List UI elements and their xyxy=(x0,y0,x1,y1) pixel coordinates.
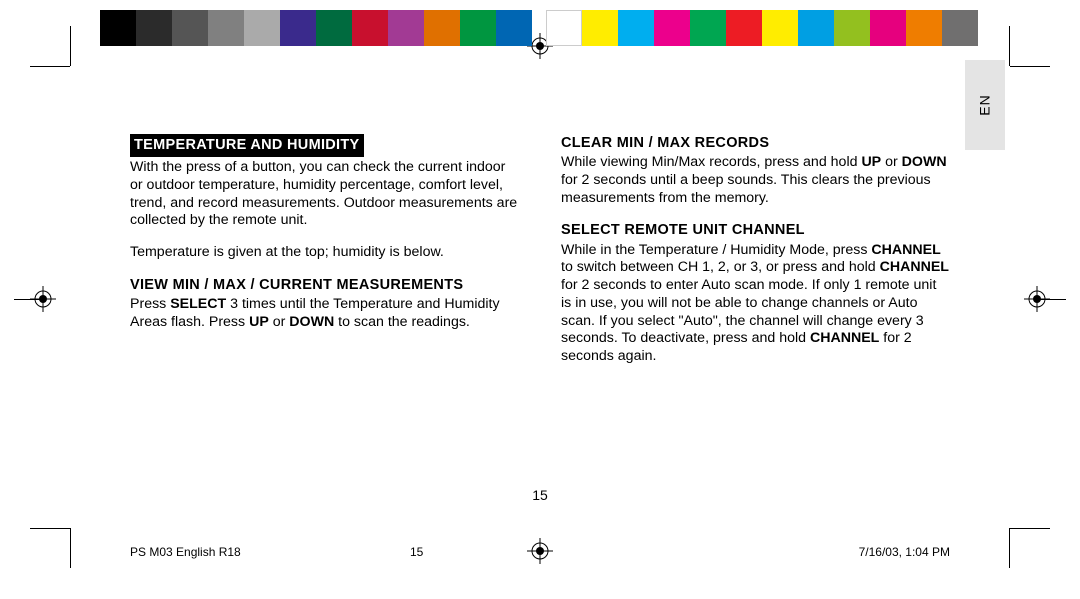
color-swatch xyxy=(618,10,654,46)
color-swatch xyxy=(352,10,388,46)
color-swatch xyxy=(834,10,870,46)
color-swatch xyxy=(316,10,352,46)
color-swatch xyxy=(942,10,978,46)
color-swatch xyxy=(244,10,280,46)
crop-mark xyxy=(1010,528,1050,529)
body-text: Press SELECT 3 times until the Temperatu… xyxy=(130,296,519,332)
color-swatch xyxy=(280,10,316,46)
section-heading-temp-humidity: TEMPERATURE AND HUMIDITY xyxy=(130,134,364,157)
color-swatch xyxy=(496,10,532,46)
footer-page: 15 xyxy=(410,545,423,559)
crop-mark xyxy=(1010,66,1050,67)
section-heading-view-minmax: VIEW MIN / MAX / CURRENT MEASUREMENTS xyxy=(130,276,519,294)
color-swatch xyxy=(654,10,690,46)
footer-date: 7/16/03, 1:04 PM xyxy=(859,545,950,559)
color-swatch xyxy=(460,10,496,46)
footer-doc-name: PS M03 English R18 xyxy=(130,545,241,559)
footer: PS M03 English R18 15 7/16/03, 1:04 PM xyxy=(130,545,950,559)
color-swatch xyxy=(546,10,582,46)
color-swatch xyxy=(388,10,424,46)
color-swatch xyxy=(798,10,834,46)
crop-mark xyxy=(30,66,70,67)
body-text: While viewing Min/Max records, press and… xyxy=(561,154,950,207)
crop-mark xyxy=(70,26,71,66)
left-column: TEMPERATURE AND HUMIDITY With the press … xyxy=(130,134,519,366)
body-text: With the press of a button, you can chec… xyxy=(130,159,519,230)
color-swatch xyxy=(870,10,906,46)
color-calibration-bar-right xyxy=(546,10,978,46)
registration-mark-icon xyxy=(30,286,56,312)
language-tab-label: EN xyxy=(977,94,993,115)
color-swatch xyxy=(172,10,208,46)
body-text: Temperature is given at the top; humidit… xyxy=(130,244,519,262)
color-swatch xyxy=(690,10,726,46)
crop-mark xyxy=(30,528,70,529)
color-swatch xyxy=(762,10,798,46)
color-swatch xyxy=(100,10,136,46)
crop-mark xyxy=(1009,528,1010,568)
section-heading-select-channel: SELECT REMOTE UNIT CHANNEL xyxy=(561,221,950,239)
color-swatch xyxy=(136,10,172,46)
crop-mark xyxy=(70,528,71,568)
color-swatch xyxy=(582,10,618,46)
right-column: CLEAR MIN / MAX RECORDS While viewing Mi… xyxy=(561,134,950,366)
registration-mark-icon xyxy=(1024,286,1050,312)
color-swatch xyxy=(424,10,460,46)
color-swatch xyxy=(726,10,762,46)
color-swatch xyxy=(906,10,942,46)
body-text: While in the Temperature / Humidity Mode… xyxy=(561,242,950,366)
crop-mark xyxy=(1009,26,1010,66)
section-heading-clear-minmax: CLEAR MIN / MAX RECORDS xyxy=(561,134,950,152)
page-content: TEMPERATURE AND HUMIDITY With the press … xyxy=(130,134,950,366)
page-number: 15 xyxy=(0,487,1080,503)
color-calibration-bar-left xyxy=(100,10,532,46)
language-tab: EN xyxy=(965,60,1005,150)
color-swatch xyxy=(208,10,244,46)
